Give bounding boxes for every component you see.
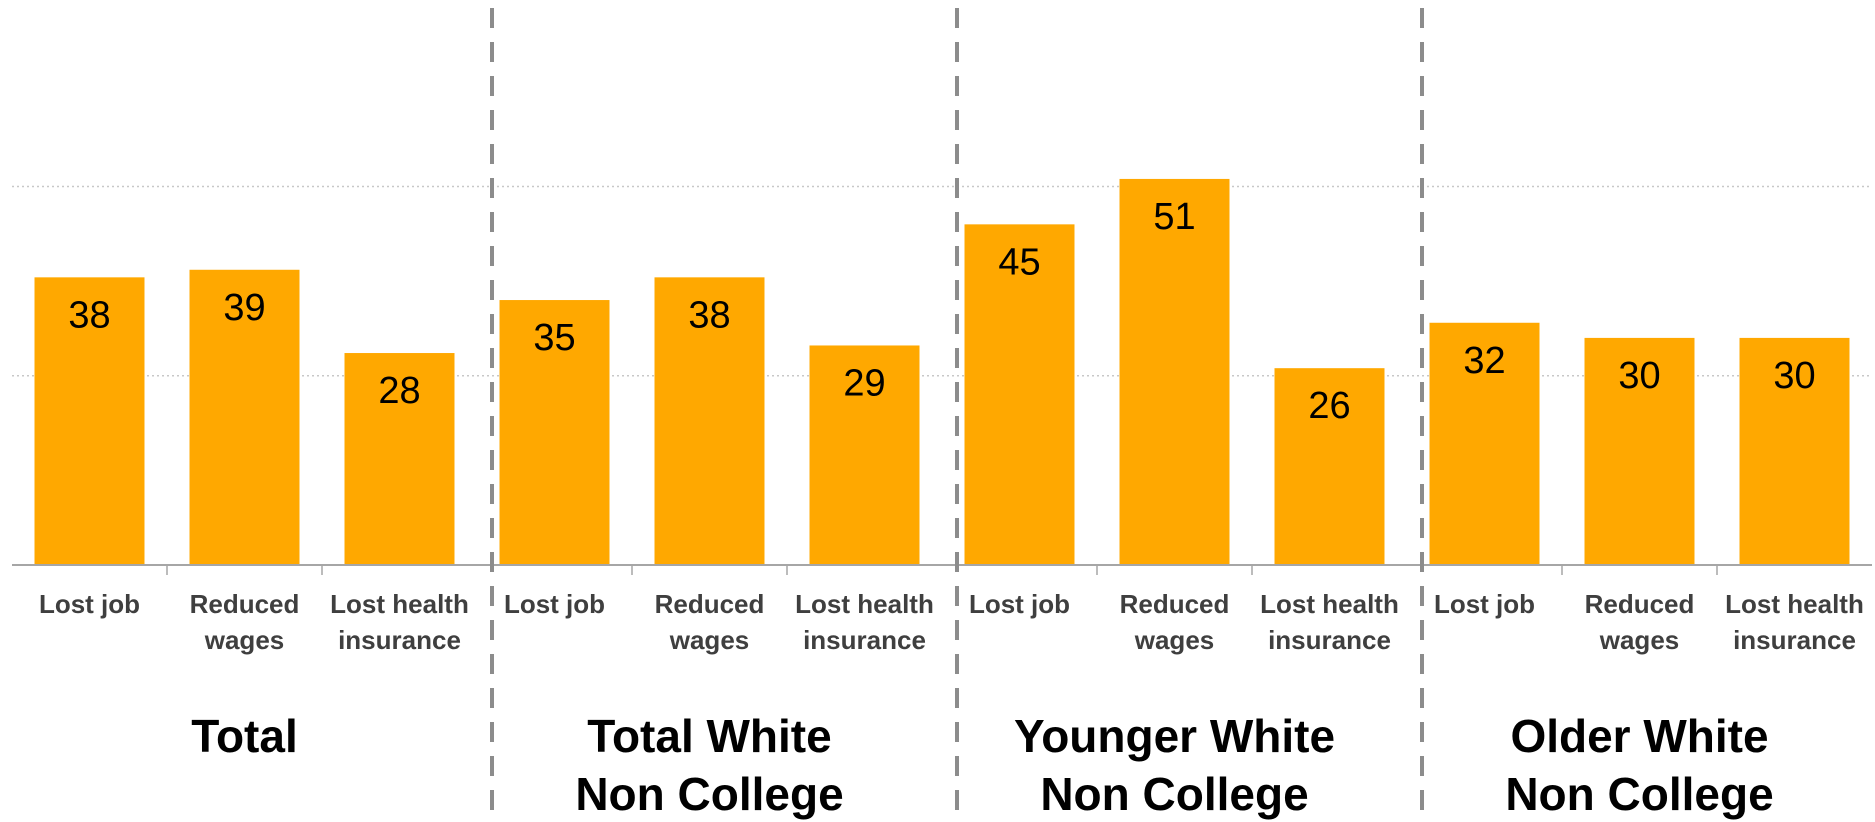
category-label: Lost health insurance [1260,589,1399,655]
category-label: Reduced wages [655,589,765,655]
bar [809,345,920,565]
data-label: 29 [843,362,885,404]
group-label: Total [191,710,297,762]
bar [499,300,610,565]
category-label: Lost health insurance [1725,589,1864,655]
category-label: Reduced wages [1585,589,1695,655]
category-label: Lost job [504,589,605,619]
data-label: 39 [223,287,265,329]
bar [34,277,145,565]
category-label: Reduced wages [190,589,300,655]
data-label: 35 [533,317,575,359]
category-label: Lost job [969,589,1070,619]
data-label: 45 [998,241,1040,283]
bar [1584,337,1695,565]
data-label: 30 [1618,355,1660,397]
data-label: 26 [1308,385,1350,427]
data-label: 38 [688,294,730,336]
bar [1119,178,1230,565]
bar [964,224,1075,565]
data-label: 51 [1153,196,1195,238]
bar [189,269,300,565]
category-label: Reduced wages [1120,589,1230,655]
bar [1274,368,1385,565]
group-label: Younger White Non College [1014,710,1335,820]
bar [654,277,765,565]
data-label: 32 [1463,340,1505,382]
category-label: Lost job [1434,589,1535,619]
data-label: 38 [68,294,110,336]
data-label: 30 [1773,355,1815,397]
category-label: Lost health insurance [330,589,469,655]
group-label: Older White Non College [1505,710,1773,820]
data-label: 28 [378,370,420,412]
bar [1429,322,1540,565]
group-label: Total White Non College [575,710,843,820]
category-label: Lost job [39,589,140,619]
bar [344,353,455,565]
bar [1739,337,1850,565]
category-label: Lost health insurance [795,589,934,655]
